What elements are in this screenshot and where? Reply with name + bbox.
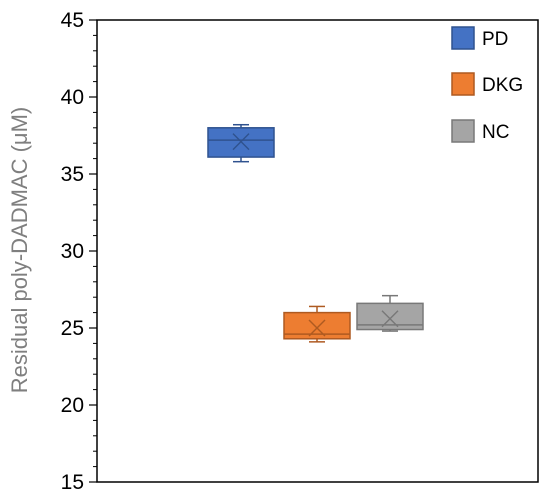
mean-marker <box>381 310 399 328</box>
y-tick-label: 45 <box>61 9 84 32</box>
y-axis: 15 20 25 30 35 40 45 <box>61 9 97 494</box>
legend-item-dkg: DKG <box>451 72 523 96</box>
y-tick-label: 30 <box>61 240 84 263</box>
legend-swatch <box>451 72 475 96</box>
legend-item-pd: PD <box>451 26 508 50</box>
mean-marker <box>232 133 250 151</box>
box-series-group <box>207 123 424 343</box>
mean-marker <box>308 319 326 337</box>
box-pd <box>207 123 275 163</box>
legend-swatch <box>451 119 475 143</box>
box-dkg <box>283 305 351 343</box>
legend-item-nc: NC <box>451 119 509 143</box>
y-tick-label: 40 <box>61 86 84 109</box>
legend-label: NC <box>482 122 509 143</box>
y-tick-label: 25 <box>61 317 84 340</box>
legend-swatch <box>451 26 475 50</box>
box-nc <box>356 294 424 332</box>
y-tick-label: 20 <box>61 394 84 417</box>
legend: PD DKG NC <box>451 26 523 143</box>
y-axis-title: Residual poly-DADMAC (μM) <box>7 107 32 394</box>
legend-label: PD <box>482 29 508 50</box>
y-tick-label: 35 <box>61 163 84 186</box>
legend-label: DKG <box>482 75 523 96</box>
y-tick-label: 15 <box>61 471 84 494</box>
